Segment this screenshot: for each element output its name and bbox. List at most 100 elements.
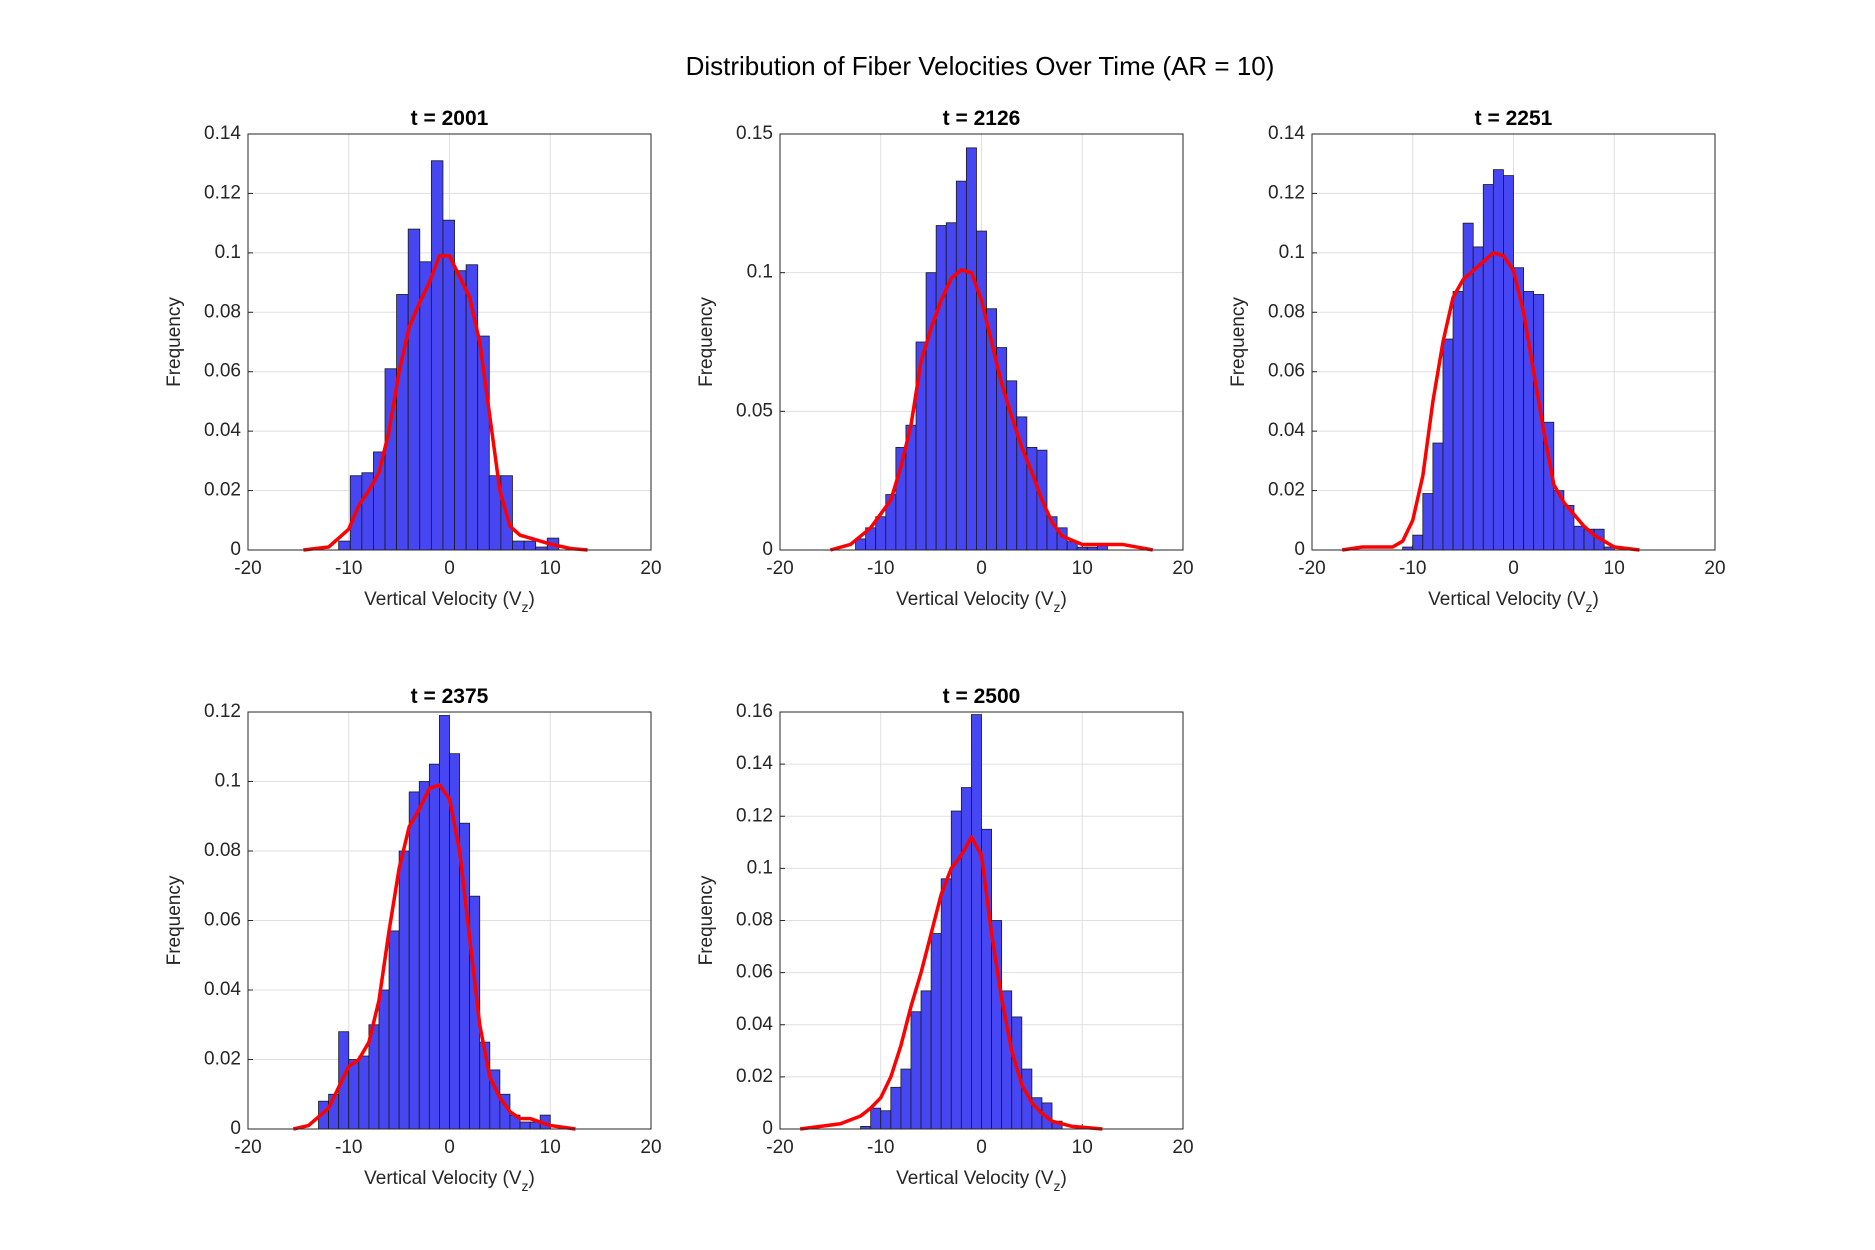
x-tick-label: 0 xyxy=(444,1137,455,1158)
y-tick-label: 0.06 xyxy=(204,910,241,931)
x-axis-label: Vertical Velocity (Vz) xyxy=(1428,589,1599,615)
histogram-bar xyxy=(428,763,440,1130)
kde-curve xyxy=(292,783,576,1131)
x-tick-label: -10 xyxy=(335,558,362,579)
kde-curve xyxy=(303,254,588,552)
subplot-title: t = 2500 xyxy=(943,685,1021,708)
x-tick-label: -10 xyxy=(867,1137,894,1158)
axes-box xyxy=(247,711,652,1130)
x-axis-label: Vertical Velocity (Vz) xyxy=(896,589,1067,615)
y-tick-label: 0.06 xyxy=(736,962,773,983)
histogram-bar xyxy=(935,225,947,551)
x-axis-label-part: Vertical Velocity (V xyxy=(364,589,522,610)
histogram-bar xyxy=(965,147,977,551)
x-tick-label: -10 xyxy=(1399,558,1426,579)
x-tick-label: -20 xyxy=(234,558,261,579)
x-axis-label: Vertical Velocity (Vz) xyxy=(364,589,535,615)
histogram-bar xyxy=(971,714,982,1130)
y-tick-label: 0.1 xyxy=(215,771,241,792)
kde-curve xyxy=(829,268,1154,552)
x-axis-label-part: ) xyxy=(529,1168,535,1189)
x-axis-label-part: z xyxy=(522,1178,529,1194)
histogram-bar xyxy=(1422,493,1434,551)
x-tick-label: 0 xyxy=(1508,558,1519,579)
histogram-bar xyxy=(388,930,400,1130)
y-tick-label: 0.02 xyxy=(736,1066,773,1087)
y-tick-label: 0 xyxy=(1294,539,1305,560)
x-tick-label: 10 xyxy=(1072,1137,1093,1158)
histogram-bar xyxy=(870,1107,882,1130)
histogram-bar xyxy=(523,540,537,551)
y-tick-label: 0.1 xyxy=(747,857,773,878)
x-axis-label-part: Vertical Velocity (V xyxy=(896,589,1054,610)
histogram-bar xyxy=(900,1068,912,1130)
x-tick-label: 20 xyxy=(640,558,661,579)
y-tick-label: 0.08 xyxy=(204,840,241,861)
subplot: 0 0.02 0.04 0.06 0.08 0.1 0.12 0.14 -20 -10 0 10 20 t… xyxy=(1228,107,1726,615)
figure-title: Distribution of Fiber Velocities Over Ti… xyxy=(686,51,1275,81)
x-tick-label: -20 xyxy=(766,1137,793,1158)
x-tick-label: 0 xyxy=(444,558,455,579)
kde-curve xyxy=(1341,251,1640,552)
histogram-bar xyxy=(407,228,421,551)
y-tick-label: 0.12 xyxy=(204,182,241,203)
y-axis-label: Frequency xyxy=(164,297,185,387)
x-tick-label: -10 xyxy=(335,1137,362,1158)
y-tick-label: 0.02 xyxy=(204,1049,241,1070)
histogram-bar xyxy=(358,1055,370,1130)
histogram-bar xyxy=(1432,442,1444,551)
y-tick-label: 0.08 xyxy=(1268,301,1305,322)
histogram-bar xyxy=(1573,525,1585,551)
histogram-bar xyxy=(1442,338,1454,551)
axes-box xyxy=(247,133,652,551)
y-tick-label: 0.12 xyxy=(736,805,773,826)
axes-box xyxy=(1311,133,1716,551)
histogram-bar xyxy=(945,222,957,551)
y-tick-label: 0.08 xyxy=(204,301,241,322)
histogram-bar xyxy=(442,219,455,551)
y-tick-label: 0.02 xyxy=(1268,480,1305,501)
x-axis-label: Vertical Velocity (Vz) xyxy=(364,1168,535,1194)
subplot: 0 0.02 0.04 0.06 0.08 0.1 0.12 0.14 -20 -10 0 10 20 t… xyxy=(164,107,662,615)
x-tick-label: 10 xyxy=(1604,558,1625,579)
y-axis-label: Frequency xyxy=(164,875,185,965)
x-tick-label: -20 xyxy=(234,1137,261,1158)
axes-box xyxy=(779,133,1184,551)
histogram-bar xyxy=(976,230,987,551)
histogram-bar xyxy=(439,715,450,1130)
x-axis-label-part: ) xyxy=(529,589,535,610)
histogram-bar xyxy=(408,791,420,1130)
histogram-bar xyxy=(955,180,967,551)
y-tick-label: 0.04 xyxy=(204,979,241,1000)
x-tick-label: 20 xyxy=(640,1137,661,1158)
subplot-title: t = 2251 xyxy=(1475,107,1553,130)
histogram-bar xyxy=(454,270,467,551)
y-tick-label: 0.12 xyxy=(204,701,241,722)
subplot: 0 0.02 0.04 0.06 0.08 0.1 0.12 0.14 0.16 -20 -10 0 1… xyxy=(696,685,1194,1194)
y-tick-label: 0.12 xyxy=(1268,182,1305,203)
x-tick-label: 20 xyxy=(1704,558,1725,579)
histogram-bar xyxy=(920,990,932,1130)
y-axis-label: Frequency xyxy=(696,297,717,387)
x-tick-label: 10 xyxy=(1072,558,1093,579)
axes-box xyxy=(779,711,1184,1130)
histogram-bar xyxy=(418,781,430,1130)
x-axis-label-part: ) xyxy=(1061,1168,1067,1189)
x-axis-label-part: z xyxy=(1054,599,1061,615)
y-tick-label: 0.1 xyxy=(215,242,241,263)
x-tick-label: 20 xyxy=(1172,558,1193,579)
histogram-bar xyxy=(398,850,410,1130)
histogram-bar xyxy=(519,1121,531,1130)
y-tick-label: 0.1 xyxy=(1279,242,1305,263)
y-tick-label: 0.02 xyxy=(204,480,241,501)
subplot-title: t = 2001 xyxy=(411,107,489,130)
histogram-bar xyxy=(890,1086,902,1130)
histogram-bar xyxy=(1412,534,1424,551)
y-tick-label: 0 xyxy=(230,539,241,560)
x-tick-label: 20 xyxy=(1172,1137,1193,1158)
x-axis-label-part: z xyxy=(1054,1178,1061,1194)
x-axis-label-part: ) xyxy=(1593,589,1599,610)
subplot-title: t = 2375 xyxy=(411,685,489,708)
y-tick-label: 0.14 xyxy=(204,123,241,144)
